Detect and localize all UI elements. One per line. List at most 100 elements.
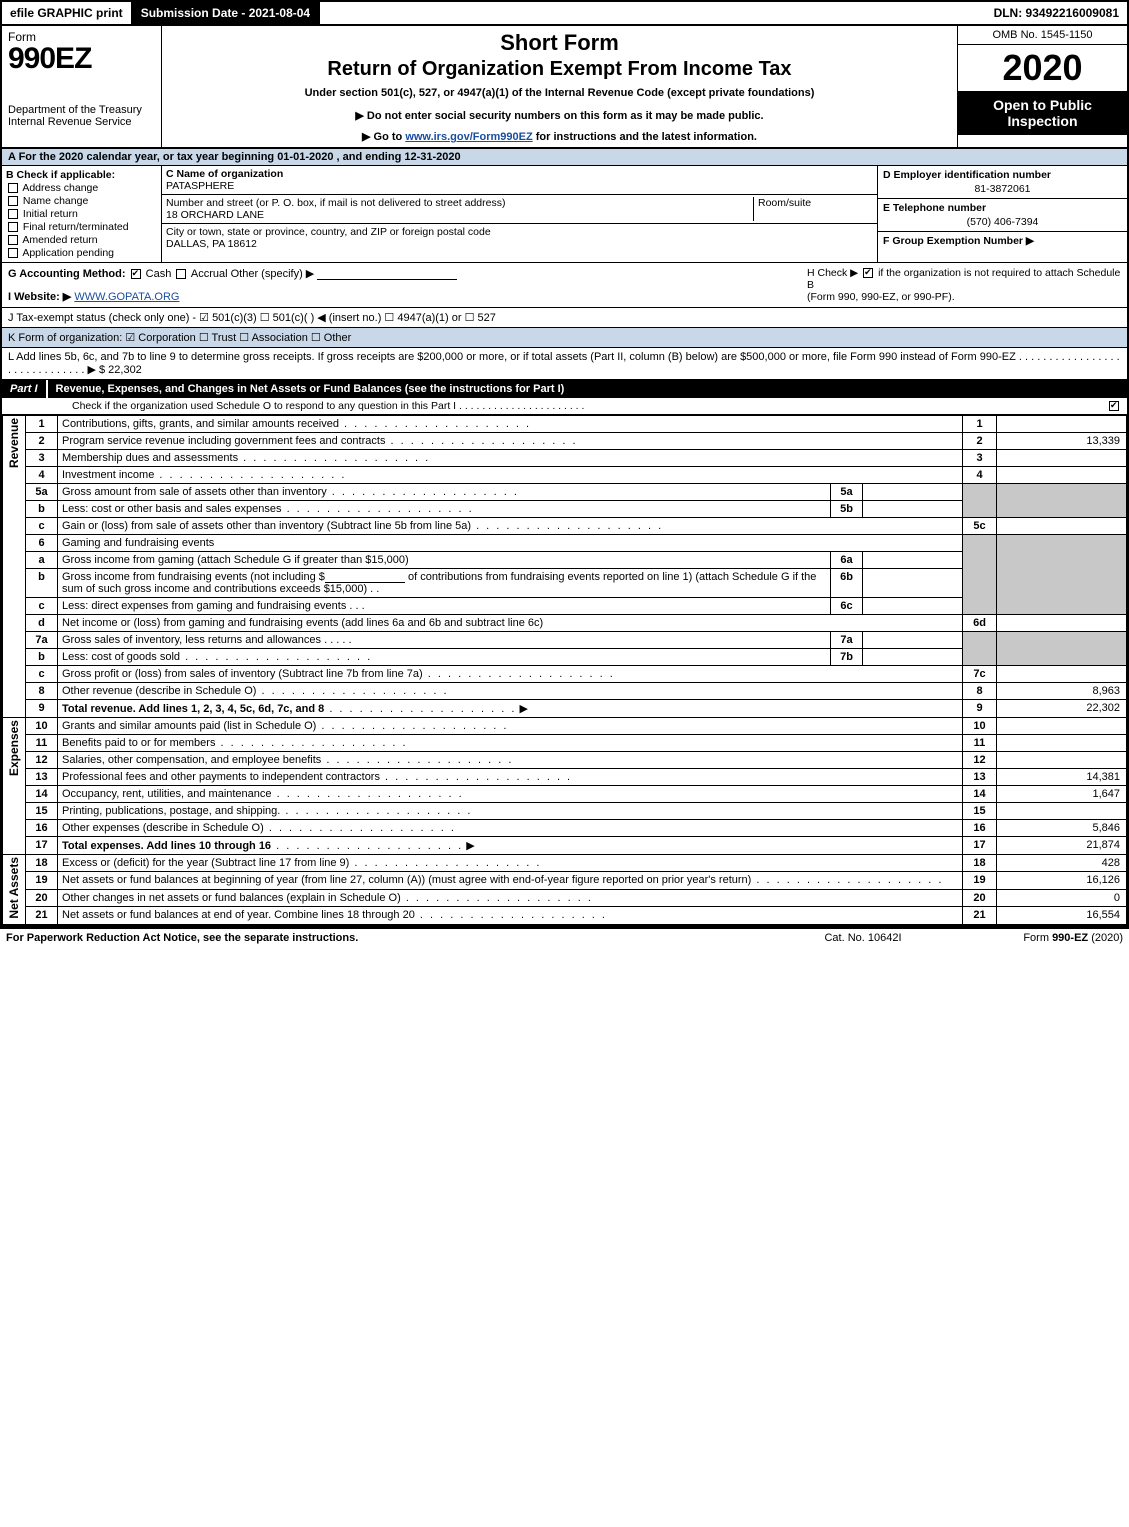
open-public: Open to Public Inspection (958, 91, 1127, 135)
cb-amended[interactable]: Amended return (6, 234, 157, 246)
line-5a: 5a Gross amount from sale of assets othe… (3, 484, 1127, 501)
do-not-ssn: ▶ Do not enter social security numbers o… (170, 109, 949, 122)
line-16: 16 Other expenses (describe in Schedule … (3, 820, 1127, 837)
line-8: 8 Other revenue (describe in Schedule O)… (3, 683, 1127, 700)
part-i-header: Part I Revenue, Expenses, and Changes in… (2, 380, 1127, 398)
netassets-label: Net Assets (3, 855, 26, 925)
i-label: I Website: ▶ (8, 291, 71, 303)
cb-accrual[interactable] (176, 269, 186, 279)
paperwork-notice: For Paperwork Reduction Act Notice, see … (6, 932, 783, 944)
other-specify-blank[interactable] (317, 268, 457, 280)
line-6c: c Less: direct expenses from gaming and … (3, 598, 1127, 615)
street-value: 18 ORCHARD LANE (166, 209, 753, 221)
line-7a: 7a Gross sales of inventory, less return… (3, 632, 1127, 649)
line-4: 4 Investment income 4 (3, 467, 1127, 484)
cb-sched-o[interactable] (1109, 401, 1119, 411)
line-6b: b Gross income from fundraising events (… (3, 569, 1127, 598)
line-14: 14 Occupancy, rent, utilities, and maint… (3, 786, 1127, 803)
d-label: D Employer identification number (883, 169, 1122, 181)
box-c: C Name of organization PATASPHERE Number… (162, 166, 877, 262)
line-5b: b Less: cost or other basis and sales ex… (3, 501, 1127, 518)
cb-initial-return[interactable]: Initial return (6, 208, 157, 220)
line-15: 15 Printing, publications, postage, and … (3, 803, 1127, 820)
line-11: 11 Benefits paid to or for members 11 (3, 735, 1127, 752)
goto-pre: ▶ Go to (362, 131, 405, 143)
c-label: C Name of organization (166, 168, 873, 180)
line-2: 2 Program service revenue including gove… (3, 433, 1127, 450)
line-21: 21 Net assets or fund balances at end of… (3, 907, 1127, 924)
irs-label: Internal Revenue Service (8, 116, 155, 128)
header: Form 990EZ Department of the Treasury In… (2, 26, 1127, 149)
entity-block: B Check if applicable: Address change Na… (2, 166, 1127, 263)
under-section: Under section 501(c), 527, or 4947(a)(1)… (170, 87, 949, 99)
line-1: Revenue 1 Contributions, gifts, grants, … (3, 416, 1127, 433)
line-10: Expenses 10 Grants and similar amounts p… (3, 718, 1127, 735)
line-9: 9 Total revenue. Add lines 1, 2, 3, 4, 5… (3, 700, 1127, 718)
org-name: PATASPHERE (166, 180, 873, 192)
line-7b: b Less: cost of goods sold 7b (3, 649, 1127, 666)
street-label: Number and street (or P. O. box, if mail… (166, 197, 753, 209)
dln: DLN: 93492216009081 (986, 2, 1127, 24)
form-990ez-page: efile GRAPHIC print Submission Date - 20… (0, 0, 1129, 927)
line-7c: c Gross profit or (loss) from sales of i… (3, 666, 1127, 683)
line-a: A For the 2020 calendar year, or tax yea… (2, 149, 1127, 166)
revenue-label: Revenue (3, 416, 26, 718)
f-label: F Group Exemption Number ▶ (883, 235, 1122, 247)
cb-address-change[interactable]: Address change (6, 182, 157, 194)
tax-year: 2020 (958, 45, 1127, 91)
cb-name-change[interactable]: Name change (6, 195, 157, 207)
line-18: Net Assets 18 Excess or (deficit) for th… (3, 855, 1127, 872)
topbar: efile GRAPHIC print Submission Date - 20… (2, 2, 1127, 26)
phone-value: (570) 406-7394 (883, 216, 1122, 228)
box-b-title: B Check if applicable: (6, 169, 157, 181)
l-amount: 22,302 (108, 364, 142, 376)
return-title: Return of Organization Exempt From Incom… (170, 58, 949, 81)
expenses-label: Expenses (3, 718, 26, 855)
city-value: DALLAS, PA 18612 (166, 238, 873, 250)
box-b: B Check if applicable: Address change Na… (2, 166, 162, 262)
line-6: 6 Gaming and fundraising events (3, 535, 1127, 552)
line-6d: d Net income or (loss) from gaming and f… (3, 615, 1127, 632)
efile-label: efile GRAPHIC print (2, 2, 131, 24)
submission-date: Submission Date - 2021-08-04 (131, 2, 320, 24)
omb-number: OMB No. 1545-1150 (958, 26, 1127, 45)
irs-link[interactable]: www.irs.gov/Form990EZ (405, 131, 532, 143)
goto-post: for instructions and the latest informat… (536, 131, 757, 143)
line-5c: c Gain or (loss) from sale of assets oth… (3, 518, 1127, 535)
dept-treasury: Department of the Treasury (8, 104, 155, 116)
goto-line: ▶ Go to www.irs.gov/Form990EZ for instru… (170, 130, 949, 143)
header-right: OMB No. 1545-1150 2020 Open to Public In… (957, 26, 1127, 147)
line-6a: a Gross income from gaming (attach Sched… (3, 552, 1127, 569)
website-link[interactable]: WWW.GOPATA.ORG (74, 291, 179, 303)
form-ref: Form 990-EZ (2020) (943, 932, 1123, 944)
footer: For Paperwork Reduction Act Notice, see … (0, 927, 1129, 947)
row-h: H Check ▶ if the organization is not req… (801, 267, 1121, 303)
l-text: L Add lines 5b, 6c, and 7b to line 9 to … (8, 351, 1120, 376)
row-k: K Form of organization: ☑ Corporation ☐ … (2, 328, 1127, 348)
e-label: E Telephone number (883, 202, 1122, 214)
part-i-sub: Check if the organization used Schedule … (2, 398, 1127, 415)
cat-no: Cat. No. 10642I (783, 932, 943, 944)
room-suite: Room/suite (753, 197, 873, 221)
box-def: D Employer identification number 81-3872… (877, 166, 1127, 262)
line-19: 19 Net assets or fund balances at beginn… (3, 872, 1127, 889)
cb-app-pending[interactable]: Application pending (6, 247, 157, 259)
line-17: 17 Total expenses. Add lines 10 through … (3, 837, 1127, 855)
part-i-num: Part I (2, 380, 48, 398)
row-l: L Add lines 5b, 6c, and 7b to line 9 to … (2, 348, 1127, 380)
short-form-title: Short Form (170, 30, 949, 56)
cb-final-return[interactable]: Final return/terminated (6, 221, 157, 233)
row-g: G Accounting Method: Cash Accrual Other … (8, 267, 801, 303)
lines-table: Revenue 1 Contributions, gifts, grants, … (2, 415, 1127, 925)
line-3: 3 Membership dues and assessments 3 (3, 450, 1127, 467)
row-g-h: G Accounting Method: Cash Accrual Other … (2, 263, 1127, 308)
ein-value: 81-3872061 (883, 183, 1122, 195)
cb-sched-b[interactable] (863, 268, 873, 278)
g-label: G Accounting Method: (8, 268, 126, 280)
header-center: Short Form Return of Organization Exempt… (162, 26, 957, 147)
cb-cash[interactable] (131, 269, 141, 279)
row-j: J Tax-exempt status (check only one) - ☑… (2, 308, 1127, 328)
header-left: Form 990EZ Department of the Treasury In… (2, 26, 162, 147)
line-12: 12 Salaries, other compensation, and emp… (3, 752, 1127, 769)
line-13: 13 Professional fees and other payments … (3, 769, 1127, 786)
